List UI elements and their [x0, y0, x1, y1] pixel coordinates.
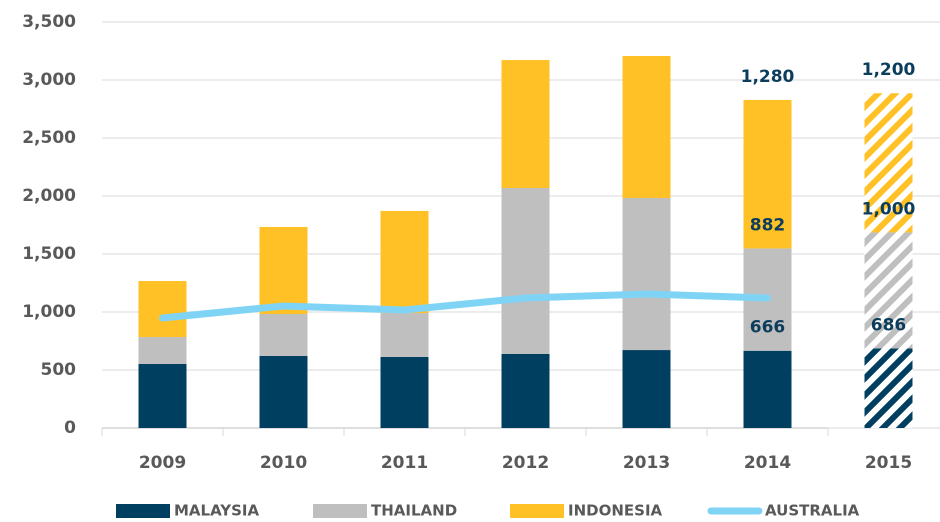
- bar-segment: [622, 197, 671, 351]
- x-tick-label: 2013: [623, 453, 670, 473]
- bar-segment: [259, 355, 308, 428]
- bar-segment: [138, 281, 187, 338]
- value-label: 1,000: [862, 199, 916, 219]
- bar-segment: [380, 210, 429, 314]
- bar-segment: [743, 99, 792, 249]
- y-tick-label: 0: [64, 418, 76, 438]
- bar-segment: [864, 348, 913, 428]
- value-label: 1,200: [862, 60, 916, 80]
- bar-segment: [622, 55, 671, 198]
- legend-label: INDONESIA: [568, 502, 663, 520]
- value-label: 1,280: [741, 67, 795, 87]
- bar-segment: [380, 357, 429, 428]
- x-tick-label: 2009: [139, 453, 186, 473]
- legend-label: THAILAND: [371, 502, 457, 520]
- y-tick-label: 1,500: [22, 244, 76, 264]
- bar-segment: [501, 187, 550, 354]
- legend-swatch: [313, 504, 367, 518]
- bar-segment: [622, 350, 671, 428]
- x-tick-label: 2015: [865, 453, 912, 473]
- bar-segment: [259, 313, 308, 356]
- y-tick-label: 3,500: [22, 12, 76, 32]
- y-tick-label: 2,000: [22, 186, 76, 206]
- bar-segment: [259, 226, 308, 314]
- line: [159, 290, 771, 322]
- x-tick-label: 2014: [744, 453, 791, 473]
- x-tick-label: 2010: [260, 453, 307, 473]
- bar-segment: [501, 60, 550, 188]
- legend-swatch: [510, 504, 564, 518]
- y-tick-label: 1,000: [22, 302, 76, 322]
- bar-segment: [138, 363, 187, 428]
- value-label: 882: [750, 215, 786, 235]
- value-label: 686: [871, 315, 907, 335]
- bar-segment: [138, 337, 187, 364]
- bar-segment: [864, 93, 913, 233]
- legend-label: MALAYSIA: [174, 502, 260, 520]
- x-tick-label: 2011: [381, 453, 428, 473]
- y-tick-label: 2,500: [22, 128, 76, 148]
- x-tick-label: 2012: [502, 453, 549, 473]
- legend-label: AUSTRALIA: [765, 502, 860, 520]
- y-tick-label: 3,000: [22, 70, 76, 90]
- legend-swatch: [116, 504, 170, 518]
- value-label: 666: [750, 318, 786, 338]
- bar-segment: [501, 353, 550, 428]
- bar-segment: [864, 232, 913, 349]
- y-tick-label: 500: [41, 360, 77, 380]
- bar-segment: [380, 313, 429, 358]
- bar-segment: [743, 350, 792, 428]
